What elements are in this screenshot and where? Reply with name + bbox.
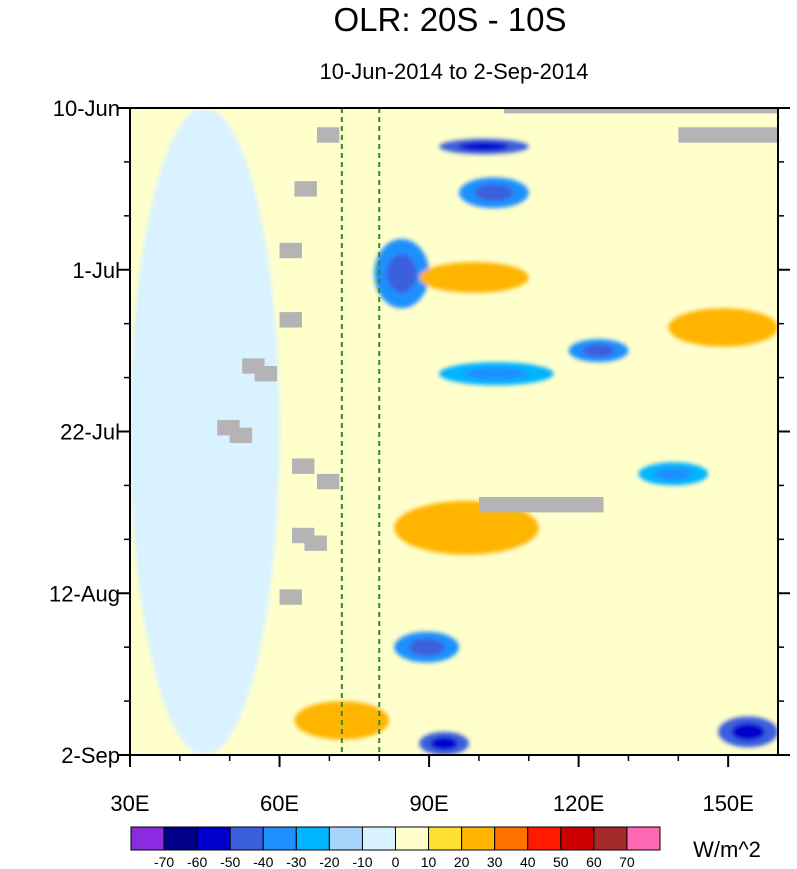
colorbar-swatch <box>361 826 396 851</box>
colorbar-label: -10 <box>352 854 372 869</box>
units-label: W/m^2 <box>693 837 761 862</box>
y-tick-label: 22-Jul <box>60 420 120 445</box>
x-tick-label: 90E <box>409 791 448 816</box>
colorbar-swatch <box>560 826 595 851</box>
anomaly-core <box>474 184 514 202</box>
colorbar-label: -20 <box>319 854 339 869</box>
anomaly-core <box>386 254 417 293</box>
colorbar-swatch <box>196 826 231 851</box>
colorbar-swatch <box>494 826 529 851</box>
anomaly-feature <box>668 308 778 347</box>
colorbar-label: 70 <box>619 854 635 869</box>
colorbar-swatch <box>593 826 628 851</box>
colorbar-swatch <box>527 826 562 851</box>
x-tick-label: 30E <box>110 791 149 816</box>
colorbar-label: -60 <box>187 854 207 869</box>
colorbar-label: 40 <box>520 854 536 869</box>
colorbar-label: 0 <box>392 854 400 869</box>
y-axis: 10-Jun 1-Jul 22-Jul 12-Aug 2-Sep <box>49 96 790 768</box>
colorbar-label: 20 <box>454 854 470 869</box>
anomaly-core <box>408 638 445 656</box>
missing-data-block <box>304 535 327 551</box>
missing-data-block <box>254 366 278 382</box>
anomaly-core <box>731 723 765 741</box>
colorbar-swatch <box>295 826 330 851</box>
missing-data-block <box>678 127 778 143</box>
colorbar-label: -40 <box>253 854 273 869</box>
x-axis: 30E 60E 90E 120E 150E <box>110 755 754 816</box>
colorbar-label: 50 <box>553 854 569 869</box>
anomaly-core <box>430 737 458 750</box>
missing-data-block <box>279 242 302 259</box>
missing-data-block <box>316 127 340 143</box>
colorbar-swatch <box>626 826 661 851</box>
anomaly-core <box>654 467 693 481</box>
missing-data-layer <box>217 108 778 605</box>
colorbar-label: 60 <box>586 854 602 869</box>
chart-subtitle: 10-Jun-2014 to 2-Sep-2014 <box>319 59 588 84</box>
y-tick-label: 2-Sep <box>61 743 120 768</box>
missing-data-block <box>292 458 315 474</box>
colorbar: -70 -60 -50 -40 -30 -20 -10 0 10 20 30 40 50 60 70 <box>130 826 661 869</box>
anomaly-field <box>130 108 778 755</box>
colorbar-label: -50 <box>220 854 240 869</box>
y-tick-label: 10-Jun <box>53 96 120 121</box>
missing-data-block <box>279 589 302 605</box>
x-tick-label: 150E <box>702 791 753 816</box>
colorbar-label: -70 <box>154 854 174 869</box>
anomaly-feature <box>130 108 280 755</box>
anomaly-core <box>582 344 616 357</box>
colorbar-swatch <box>262 826 297 851</box>
colorbar-swatch <box>461 826 496 851</box>
y-tick-label: 1-Jul <box>72 258 120 283</box>
colorbar-swatch <box>328 826 363 851</box>
missing-data-block <box>279 312 302 328</box>
chart-title: OLR: 20S - 10S <box>334 1 567 38</box>
missing-data-block <box>316 473 340 490</box>
colorbar-label: -30 <box>286 854 306 869</box>
x-tick-label: 120E <box>553 791 604 816</box>
y-tick-label: 12-Aug <box>49 581 120 606</box>
colorbar-swatch <box>428 826 463 851</box>
missing-data-block <box>294 181 317 197</box>
colorbar-swatch <box>229 826 264 851</box>
anomaly-core <box>464 367 528 381</box>
anomaly-core <box>459 142 509 151</box>
anomaly-feature <box>419 262 529 293</box>
colorbar-swatch <box>130 826 165 851</box>
colorbar-label: 30 <box>487 854 503 869</box>
colorbar-swatch <box>395 826 430 851</box>
colorbar-label: 10 <box>421 854 437 869</box>
missing-data-block <box>478 496 604 513</box>
colorbar-swatch <box>163 826 198 851</box>
x-tick-label: 60E <box>260 791 299 816</box>
missing-data-block <box>503 108 778 114</box>
anomaly-feature <box>394 500 539 555</box>
missing-data-block <box>229 427 253 444</box>
